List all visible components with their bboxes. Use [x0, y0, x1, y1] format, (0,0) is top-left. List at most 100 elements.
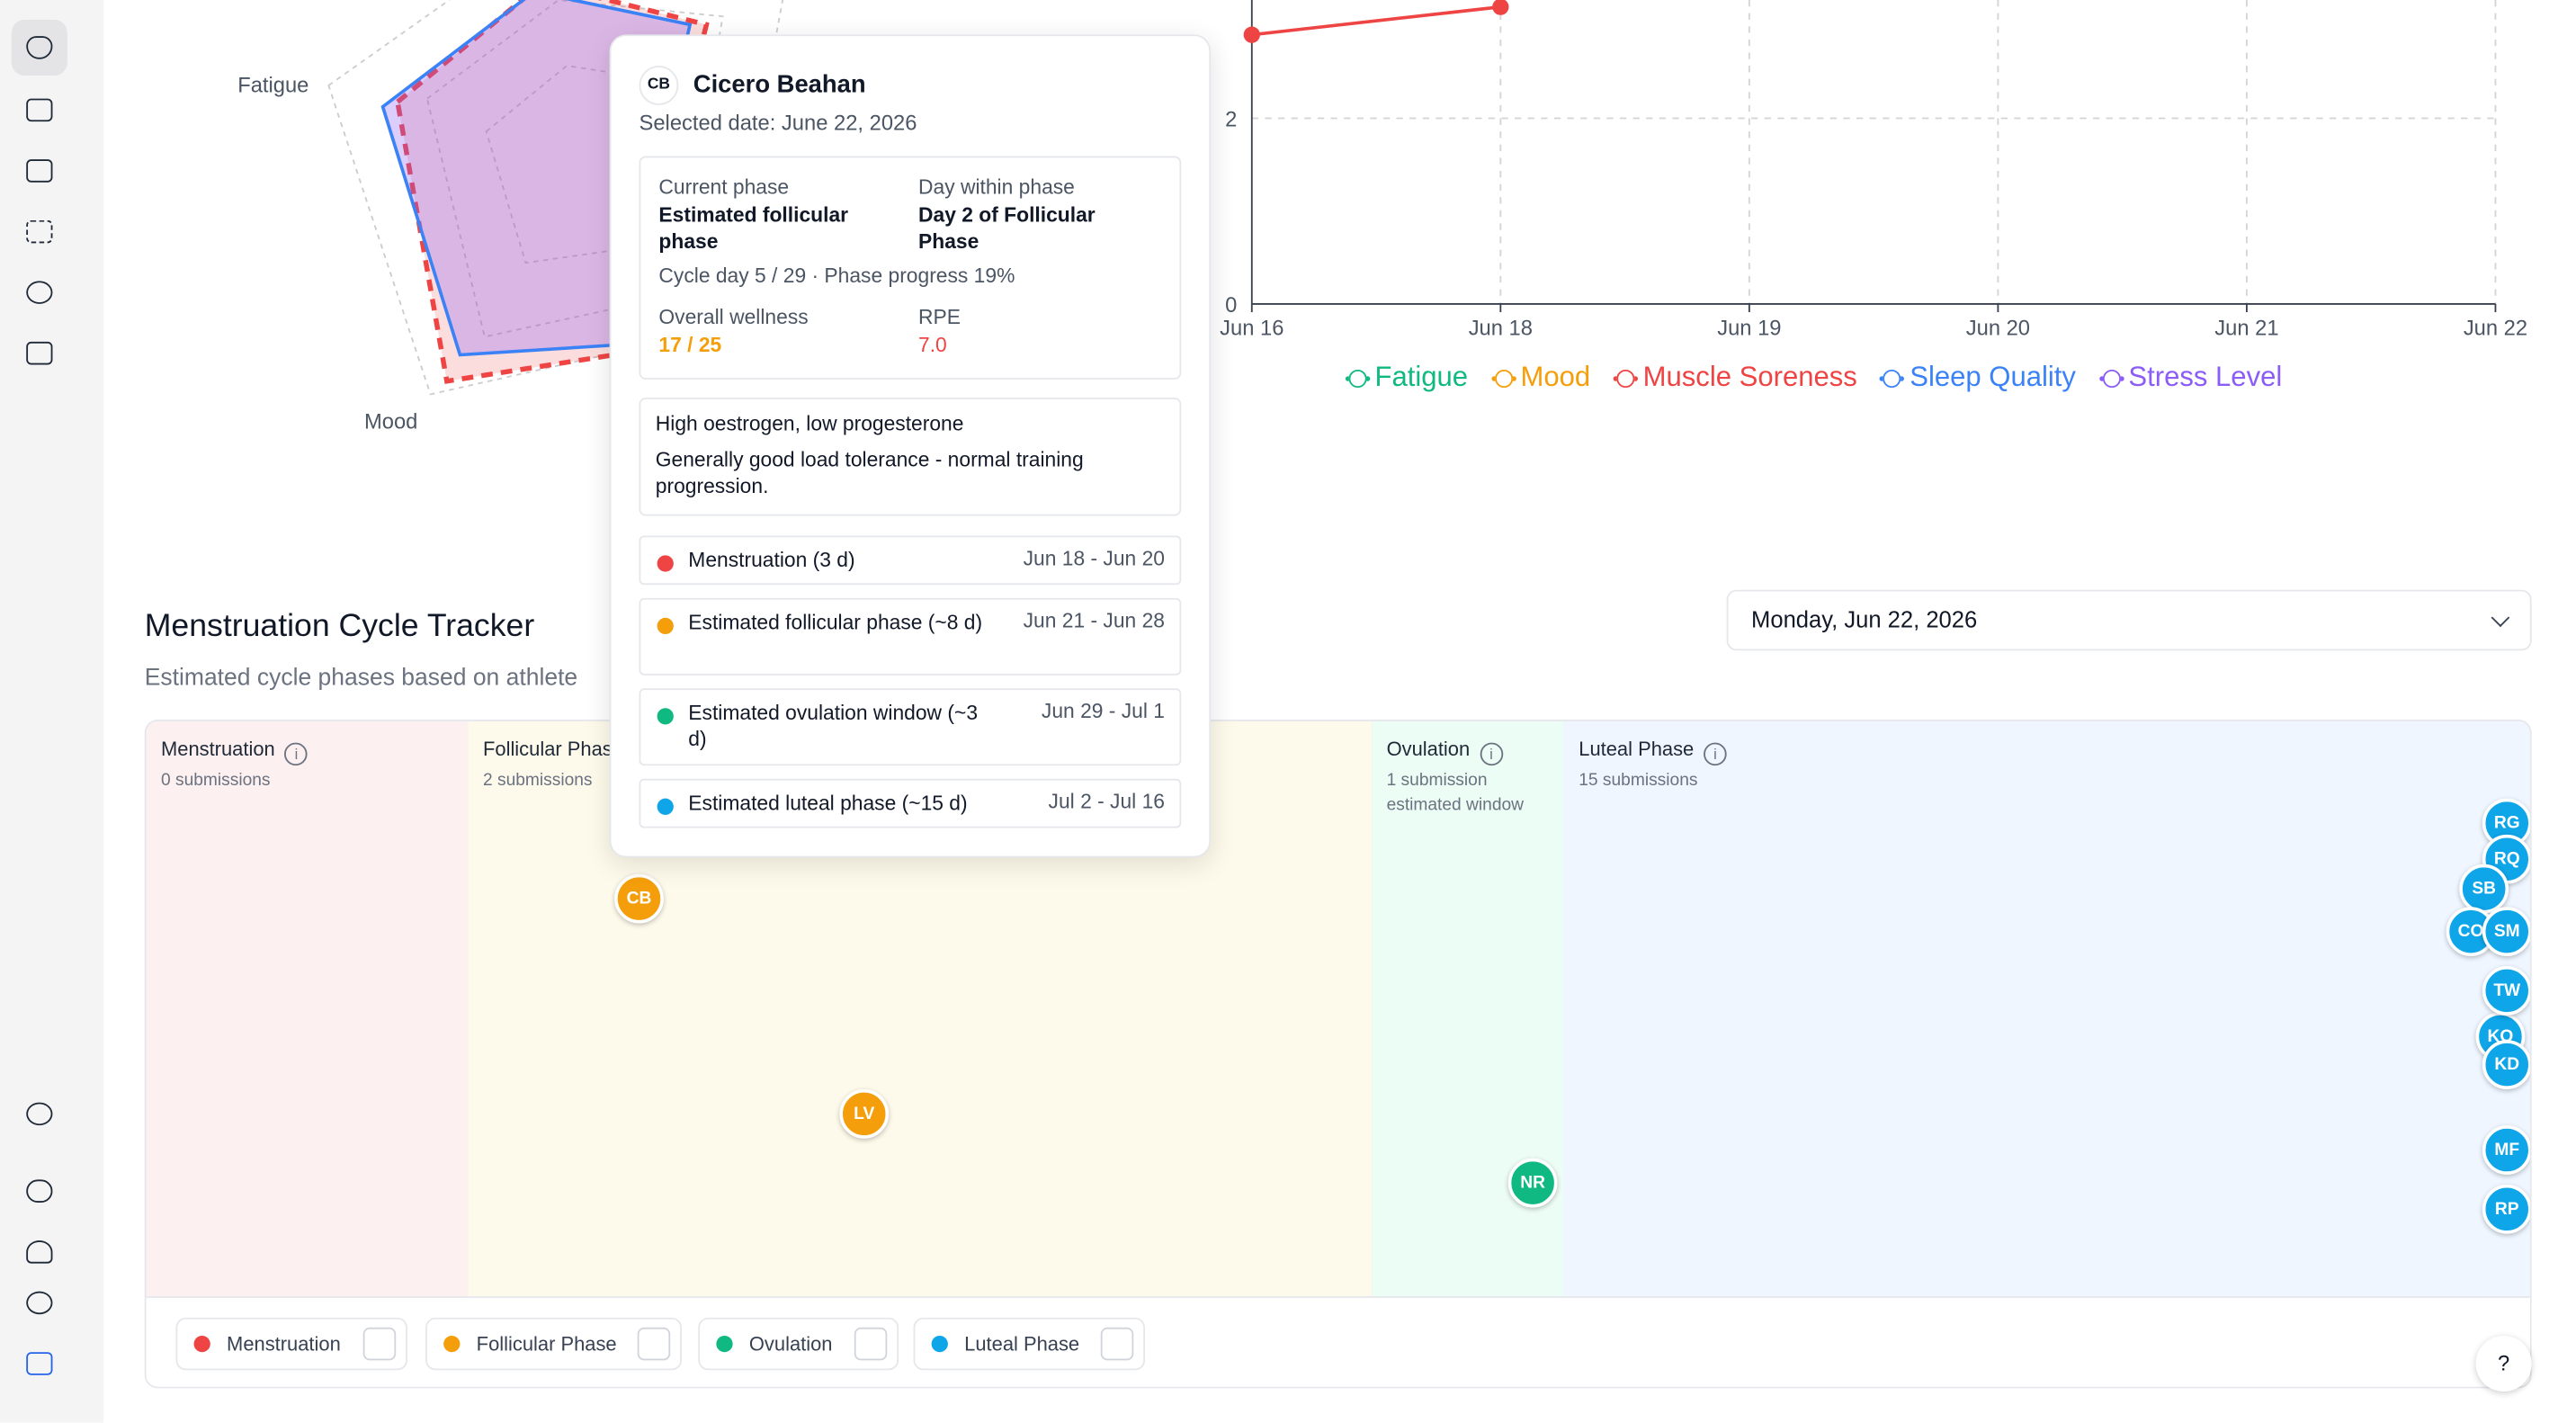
radar-axis-label: Fatigue	[237, 74, 309, 97]
nav-profile[interactable]	[26, 341, 53, 365]
nav-scan[interactable]	[26, 219, 53, 244]
athlete-avatar[interactable]: MF	[2482, 1125, 2530, 1175]
legend-swatch	[1616, 369, 1635, 388]
legend-swatch	[2102, 369, 2121, 388]
info-icon[interactable]: i	[1704, 742, 1727, 766]
athlete-avatar[interactable]: NR	[1507, 1158, 1558, 1208]
phase-dot	[193, 1335, 210, 1353]
tooltip-initials: CB	[639, 66, 679, 105]
legend-item: Stress Level	[2102, 362, 2282, 395]
phase-filter-chip[interactable]: Ovulation	[698, 1317, 899, 1371]
phase-name-text: Ovulation	[1386, 738, 1471, 761]
x-tick-label: Jun 16	[1220, 318, 1284, 341]
cycle-info: Cycle day 5 / 29 · Phase progress 19%	[658, 264, 1015, 288]
legend-label: Sleep Quality	[1910, 361, 2076, 393]
phase-guidance: High oestrogen, low progesterone General…	[639, 398, 1182, 516]
phase-legend: Menstruation Follicular Phase Ovulation Lut…	[146, 1296, 2530, 1387]
phase-row: Estimated ovulation window (~3 d) Jun 29 …	[639, 688, 1182, 766]
athlete-avatar[interactable]: TW	[2482, 965, 2530, 1016]
legend-item: Sleep Quality	[1883, 362, 2076, 395]
y-tick-label: 2	[1225, 109, 1237, 132]
hormones: High oestrogen, low progesterone	[655, 412, 964, 436]
nav-help[interactable]	[26, 1291, 53, 1315]
submissions-text: 1 submission	[1386, 770, 1488, 791]
info-icon[interactable]: i	[284, 742, 309, 766]
filter-button[interactable]	[637, 1327, 671, 1361]
legend-swatch	[1348, 369, 1367, 388]
legend-item: Mood	[1494, 362, 1590, 395]
guidance: Generally good load tolerance - normal t…	[655, 448, 1084, 498]
nav-users[interactable]	[26, 1102, 53, 1126]
phase-dot	[443, 1335, 461, 1353]
chevron	[2491, 608, 2510, 628]
nav-forms[interactable]	[26, 159, 53, 183]
label: Current phase	[658, 175, 790, 200]
nav-wellness[interactable]	[26, 36, 53, 59]
phase-row: Menstruation (3 d) Jun 18 - Jun 20	[639, 535, 1182, 586]
info-icon[interactable]: i	[1480, 742, 1503, 766]
phase-filter-chip[interactable]: Luteal Phase	[913, 1317, 1146, 1371]
phase-submissions: 15 submissions	[1579, 770, 1698, 791]
x-tick-label: Jun 20	[1966, 318, 2030, 341]
y-tick-label: 0	[1225, 294, 1237, 318]
filter-button[interactable]	[1100, 1327, 1134, 1361]
phase-row-name: Menstruation (3 d)	[688, 549, 855, 572]
phase-name: Ovulation i	[1386, 738, 1503, 766]
phase-column: Luteal Phase i 15 submissions	[1563, 720, 2530, 1297]
label: RPE	[918, 305, 961, 329]
nav-calendar[interactable]	[26, 98, 53, 122]
filter-button[interactable]	[854, 1327, 888, 1361]
data-point	[1243, 26, 1260, 43]
athlete-avatar[interactable]: SM	[2482, 907, 2530, 957]
help-button[interactable]: ?	[2475, 1335, 2532, 1392]
current-phase: Estimated follicular phase	[658, 203, 849, 254]
phase-dot	[657, 798, 674, 815]
phase-submissions: 1 submission estimated window	[1387, 769, 1524, 819]
series-line	[1251, 4, 1501, 37]
phase-details: Current phase Estimated follicular phase…	[639, 156, 1182, 380]
nav-ideas[interactable]	[26, 1240, 53, 1264]
nav-training[interactable]	[26, 281, 53, 304]
phase-dot	[657, 555, 674, 572]
nav-links[interactable]	[26, 1179, 53, 1203]
phase-row-name: Estimated ovulation window (~3 d)	[688, 701, 979, 751]
phase-filter-label: Ovulation	[748, 1332, 833, 1356]
day-in-phase: Day 2 of Follicular Phase	[918, 203, 1096, 254]
athlete-avatar[interactable]: LV	[839, 1088, 890, 1139]
athlete-avatar[interactable]: CB	[614, 873, 664, 924]
date-select[interactable]: Monday, Jun 22, 2026	[1726, 589, 2532, 651]
phase-dot	[716, 1335, 733, 1353]
x-tick-label: Jun 18	[1469, 318, 1533, 341]
nav-chat[interactable]	[26, 1352, 53, 1375]
tooltip-name: Cicero Beahan	[693, 70, 866, 99]
wellness-score: 17 / 25	[658, 333, 722, 357]
phase-note: estimated window	[1386, 795, 1525, 815]
label: Overall wellness	[658, 305, 809, 329]
athlete-avatar[interactable]: KD	[2482, 1040, 2530, 1089]
phase-filter-chip[interactable]: Menstruation	[175, 1317, 407, 1371]
phase-row-range: Jun 29 - Jul 1	[1041, 700, 1165, 723]
phase-name: Follicular Phase	[483, 738, 623, 761]
phase-dot	[657, 617, 674, 635]
athlete-avatar[interactable]: SB	[2459, 864, 2509, 914]
x-tick-label: Jun 21	[2214, 318, 2278, 341]
filter-button[interactable]	[362, 1327, 397, 1361]
phase-row: Estimated luteal phase (~15 d) Jul 2 - Ju…	[639, 778, 1182, 828]
x-tick-label: Jun 19	[1717, 318, 1781, 341]
phase-dot	[657, 708, 674, 725]
legend-label: Muscle Soreness	[1642, 361, 1857, 393]
phase-filter-label: Follicular Phase	[476, 1332, 617, 1356]
phase-name-text: Luteal Phase	[1579, 738, 1695, 761]
athlete-avatar[interactable]: RP	[2482, 1184, 2530, 1234]
phase-filter-chip[interactable]: Follicular Phase	[425, 1317, 682, 1371]
phase-row-name: Estimated luteal phase (~15 d)	[688, 792, 968, 815]
x-tick-label: Jun 22	[2464, 318, 2527, 341]
legend-swatch	[1494, 369, 1513, 388]
legend-item: Muscle Soreness	[1616, 361, 1857, 395]
phase-column: Menstruation i 0 submissions	[146, 720, 470, 1297]
chart-legend: Fatigue Mood Muscle Soreness Sleep Quality S…	[1282, 362, 2349, 395]
phase-name: Menstruation i	[161, 738, 309, 766]
athlete-tooltip: CB Cicero Beahan Selected date: June 22,…	[609, 34, 1212, 858]
